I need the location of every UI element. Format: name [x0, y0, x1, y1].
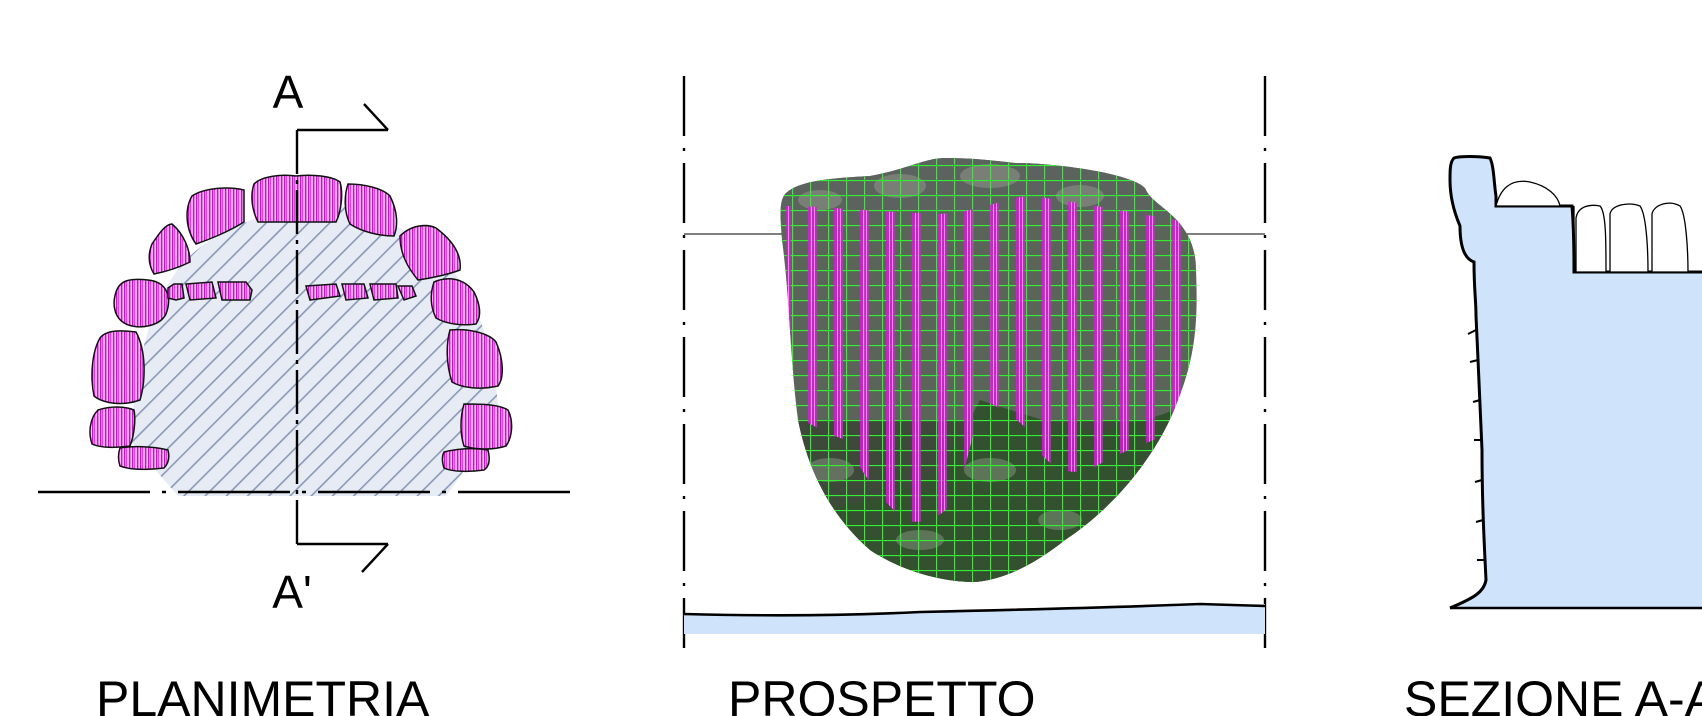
stone-facade	[780, 158, 1197, 582]
section-view: SEZIONE A-A'	[1404, 155, 1702, 716]
ground-line	[683, 602, 1266, 617]
magenta-survey-band	[786, 196, 1197, 522]
caption-section: SEZIONE A-A'	[1404, 671, 1702, 716]
section-wall-fill	[1450, 156, 1702, 608]
plan-core-fill	[130, 203, 499, 496]
section-mark-top: A	[273, 66, 304, 118]
elevation-frame	[682, 76, 1267, 648]
plan-section-line	[295, 103, 389, 573]
section-mark-bottom: A'	[272, 566, 311, 618]
plan-blocks	[89, 174, 513, 473]
caption-plan: PLANIMETRIA	[96, 671, 430, 716]
section-wall-outline	[1448, 155, 1702, 610]
section-copings	[1495, 180, 1689, 273]
ground-fill	[684, 604, 1265, 634]
section-rough-edge	[1467, 329, 1484, 561]
plan-view: A A' PLANIMETRIA	[38, 66, 580, 716]
elevation-view: PROSPETTO	[682, 76, 1267, 716]
caption-elevation: PROSPETTO	[728, 671, 1035, 716]
